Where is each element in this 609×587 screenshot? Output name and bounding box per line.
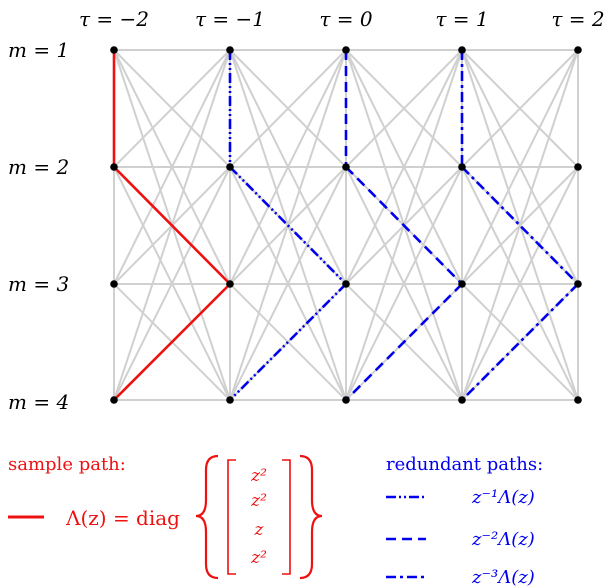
trellis-node bbox=[226, 46, 234, 54]
legend-label-dashdotdot: z⁻¹Λ(z) bbox=[471, 487, 535, 508]
grid-edge-transition bbox=[229, 166, 347, 401]
left-brace bbox=[195, 454, 219, 580]
grid-edge-transition bbox=[113, 49, 231, 285]
grid-edge-transition bbox=[345, 49, 463, 285]
redundant-path-segment-dashdot bbox=[461, 283, 579, 401]
grid-edge-transition bbox=[229, 49, 347, 168]
trellis-node bbox=[342, 396, 350, 404]
grid-edge-transition bbox=[229, 49, 347, 285]
tau-label-4: τ = 1 bbox=[435, 7, 488, 31]
trellis-node bbox=[110, 280, 118, 288]
legend-label-dashdot: z⁻³Λ(z) bbox=[471, 567, 535, 587]
grid-edge-transition bbox=[345, 49, 463, 168]
right-brace bbox=[299, 454, 323, 580]
trellis-node bbox=[574, 163, 582, 171]
tau-label-5: τ = 2 bbox=[551, 7, 604, 31]
sample-path-segment bbox=[113, 166, 231, 285]
trellis-node bbox=[574, 46, 582, 54]
trellis-node bbox=[574, 280, 582, 288]
trellis-nodes bbox=[110, 46, 582, 404]
trellis-node bbox=[226, 280, 234, 288]
trellis-node bbox=[458, 280, 466, 288]
right-bracket bbox=[282, 459, 291, 575]
sample-path-title: sample path: bbox=[8, 454, 126, 475]
trellis-node bbox=[226, 163, 234, 171]
matrix-entry-4: z² bbox=[250, 548, 267, 568]
m-label-4: m = 4 bbox=[8, 390, 69, 414]
trellis-node bbox=[458, 163, 466, 171]
sample-path-segment bbox=[113, 283, 231, 401]
trellis-node bbox=[110, 46, 118, 54]
matrix-entry-2: z² bbox=[250, 491, 267, 511]
matrix-entry-3: z bbox=[254, 520, 265, 540]
grid-edge-transition bbox=[113, 49, 231, 168]
redundant-paths-title: redundant paths: bbox=[386, 454, 543, 475]
redundant-path-segment-dashdot bbox=[461, 166, 579, 285]
matrix-entry-1: z² bbox=[250, 466, 267, 486]
legend-label-dashed: z⁻²Λ(z) bbox=[471, 529, 535, 550]
grid-edge-transition bbox=[461, 166, 579, 401]
trellis-node bbox=[458, 46, 466, 54]
redundant-path-segment-dashed bbox=[345, 166, 463, 285]
redundant-path-segment-dashdotdot bbox=[229, 166, 347, 285]
highlighted-paths bbox=[112, 50, 579, 401]
tau-label-1: τ = −2 bbox=[79, 7, 149, 31]
trellis-node bbox=[110, 396, 118, 404]
grid-edge-transition bbox=[461, 49, 579, 168]
redundant-path-segment-dashed bbox=[345, 283, 463, 401]
trellis-node bbox=[226, 396, 234, 404]
m-label-3: m = 3 bbox=[8, 272, 69, 296]
grid-edge-transition bbox=[113, 166, 231, 401]
m-label-1: m = 1 bbox=[8, 38, 69, 62]
trellis-node bbox=[342, 46, 350, 54]
sample-path-lambda: Λ(z) = diag bbox=[65, 506, 180, 530]
grid-edge-transition bbox=[345, 166, 463, 401]
grid-edge-transition bbox=[461, 49, 579, 285]
tau-label-3: τ = 0 bbox=[319, 7, 373, 31]
trellis-node bbox=[110, 163, 118, 171]
trellis-node bbox=[574, 396, 582, 404]
redundant-path-segment-dashdotdot bbox=[229, 283, 347, 401]
trellis-node bbox=[342, 280, 350, 288]
trellis-node bbox=[342, 163, 350, 171]
grid-edge-transition bbox=[461, 49, 579, 401]
tau-label-2: τ = −1 bbox=[195, 7, 265, 31]
left-bracket bbox=[227, 459, 236, 575]
m-label-2: m = 2 bbox=[8, 155, 69, 179]
trellis-node bbox=[458, 396, 466, 404]
